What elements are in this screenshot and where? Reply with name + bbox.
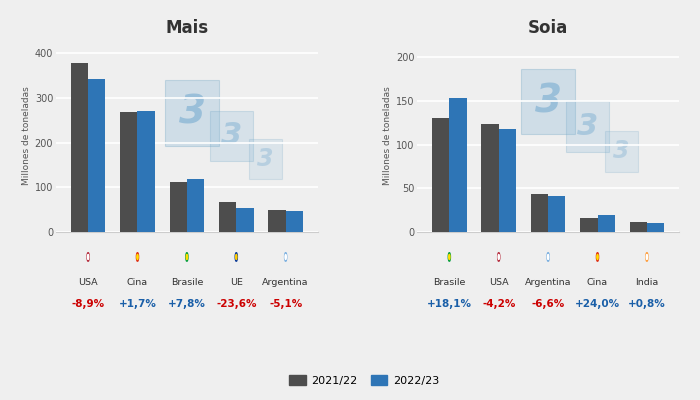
- Text: +1,7%: +1,7%: [118, 299, 156, 309]
- Text: +24,0%: +24,0%: [575, 299, 620, 309]
- Bar: [187, 179, 204, 232]
- Text: -5,1%: -5,1%: [269, 299, 302, 309]
- Circle shape: [596, 253, 598, 261]
- Text: Argentina: Argentina: [262, 278, 309, 287]
- Bar: [71, 63, 88, 232]
- Circle shape: [646, 253, 648, 261]
- Text: Brasile: Brasile: [433, 278, 466, 287]
- Circle shape: [137, 254, 138, 260]
- Text: 3: 3: [257, 147, 274, 171]
- Circle shape: [136, 253, 139, 261]
- Text: Cina: Cina: [587, 278, 608, 287]
- Legend: 2021/22, 2022/23: 2021/22, 2022/23: [284, 371, 444, 390]
- Text: 3: 3: [613, 139, 630, 163]
- Circle shape: [88, 254, 89, 260]
- Bar: [647, 223, 664, 232]
- Bar: [237, 208, 253, 232]
- Y-axis label: Millones de toneladas: Millones de toneladas: [22, 87, 31, 185]
- Circle shape: [186, 253, 188, 261]
- Circle shape: [597, 254, 598, 260]
- Circle shape: [498, 254, 499, 260]
- Bar: [548, 196, 566, 232]
- Text: -4,2%: -4,2%: [482, 299, 515, 309]
- Circle shape: [646, 254, 648, 260]
- Bar: [449, 98, 467, 232]
- Bar: [598, 216, 615, 232]
- Bar: [219, 202, 237, 232]
- Bar: [268, 210, 286, 232]
- Text: 3: 3: [577, 112, 598, 141]
- Text: UE: UE: [230, 278, 243, 287]
- Text: Brasile: Brasile: [171, 278, 203, 287]
- Circle shape: [236, 254, 237, 260]
- Bar: [137, 110, 155, 232]
- Circle shape: [235, 253, 237, 261]
- Circle shape: [186, 254, 188, 260]
- Title: Soia: Soia: [528, 19, 568, 37]
- Text: +0,8%: +0,8%: [628, 299, 666, 309]
- Bar: [531, 194, 548, 232]
- Text: Cina: Cina: [127, 278, 148, 287]
- Text: Argentina: Argentina: [525, 278, 571, 287]
- Bar: [580, 218, 598, 232]
- Text: -6,6%: -6,6%: [531, 299, 565, 309]
- Circle shape: [87, 253, 89, 261]
- Text: +7,8%: +7,8%: [168, 299, 206, 309]
- Y-axis label: Millones de toneladas: Millones de toneladas: [383, 87, 392, 185]
- Text: 3: 3: [535, 82, 561, 120]
- Text: -23,6%: -23,6%: [216, 299, 256, 309]
- Bar: [482, 124, 498, 232]
- Circle shape: [547, 253, 550, 261]
- Title: Mais: Mais: [165, 19, 209, 37]
- Bar: [120, 112, 137, 232]
- Text: -8,9%: -8,9%: [71, 299, 105, 309]
- Circle shape: [285, 253, 287, 261]
- Circle shape: [449, 254, 450, 260]
- Circle shape: [285, 254, 286, 260]
- Text: 3: 3: [220, 122, 242, 150]
- Bar: [498, 129, 516, 232]
- Text: USA: USA: [489, 278, 508, 287]
- Bar: [169, 182, 187, 232]
- Circle shape: [498, 253, 500, 261]
- Circle shape: [448, 253, 450, 261]
- Text: 3: 3: [178, 94, 206, 132]
- Text: +18,1%: +18,1%: [427, 299, 472, 309]
- Bar: [286, 211, 303, 232]
- Text: USA: USA: [78, 278, 98, 287]
- Circle shape: [547, 254, 549, 260]
- Bar: [432, 118, 449, 232]
- Text: India: India: [636, 278, 659, 287]
- Bar: [88, 79, 106, 232]
- Bar: [629, 222, 647, 232]
